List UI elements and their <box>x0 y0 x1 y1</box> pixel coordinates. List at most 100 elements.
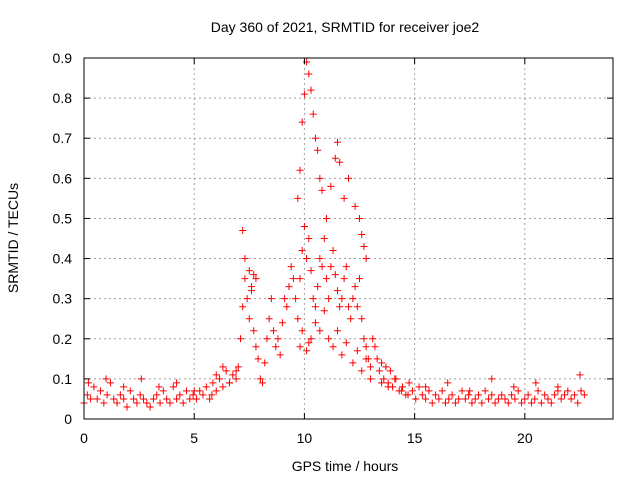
data-point <box>259 379 267 387</box>
data-point <box>325 335 333 343</box>
data-point <box>491 399 499 407</box>
data-point <box>307 267 315 275</box>
data-point <box>468 399 476 407</box>
data-point <box>229 371 237 379</box>
data-point <box>311 303 319 311</box>
data-point <box>287 263 295 271</box>
data-point <box>318 186 326 194</box>
data-point <box>289 275 297 283</box>
y-tick-label: 0.4 <box>53 251 73 267</box>
data-point <box>305 70 313 78</box>
data-point <box>113 399 121 407</box>
data-point <box>384 383 392 391</box>
data-point <box>349 295 357 303</box>
data-point <box>567 395 575 403</box>
data-point <box>314 146 322 154</box>
data-point <box>428 399 436 407</box>
data-point <box>331 271 339 279</box>
data-point <box>208 391 216 399</box>
data-point <box>508 391 516 399</box>
data-point <box>212 387 220 395</box>
data-point <box>265 315 273 323</box>
data-point <box>222 367 230 375</box>
data-point <box>309 295 317 303</box>
data-point <box>225 379 233 387</box>
data-point <box>307 86 315 94</box>
data-point <box>298 118 306 126</box>
y-tick-label: 0.6 <box>53 170 73 186</box>
data-point <box>547 399 555 407</box>
data-point <box>435 395 443 403</box>
data-point <box>527 399 535 407</box>
y-tick-label: 0.9 <box>53 50 73 66</box>
data-point <box>136 391 144 399</box>
data-point <box>336 303 344 311</box>
data-point <box>544 395 552 403</box>
data-point <box>378 359 386 367</box>
data-point <box>278 319 286 327</box>
data-point <box>252 343 260 351</box>
data-point <box>250 271 258 279</box>
data-point <box>580 391 588 399</box>
data-point <box>123 403 131 411</box>
data-point <box>534 387 542 395</box>
data-point <box>340 194 348 202</box>
data-point <box>239 303 247 311</box>
data-point <box>116 391 124 399</box>
data-point <box>189 391 197 399</box>
data-point <box>219 363 227 371</box>
data-point <box>488 391 496 399</box>
x-tick-label: 0 <box>80 430 88 446</box>
data-point <box>458 387 466 395</box>
data-point <box>331 154 339 162</box>
data-point <box>351 202 359 210</box>
data-point <box>451 399 459 407</box>
data-point <box>267 295 275 303</box>
data-point <box>232 375 240 383</box>
data-point <box>318 263 326 271</box>
data-point <box>576 371 584 379</box>
data-point <box>362 343 370 351</box>
y-tick-label: 0.2 <box>53 331 73 347</box>
data-point <box>281 295 289 303</box>
data-point <box>179 399 187 407</box>
data-point <box>342 339 350 347</box>
data-point <box>190 387 198 395</box>
data-point <box>333 327 341 335</box>
data-point <box>241 255 249 263</box>
data-point <box>110 395 118 403</box>
data-point <box>202 383 210 391</box>
data-point <box>345 174 352 182</box>
x-axis-title: GPS time / hours <box>292 458 399 474</box>
data-point <box>156 399 164 407</box>
data-point <box>358 367 366 375</box>
data-point <box>577 387 585 395</box>
data-point <box>356 214 364 222</box>
data-point <box>504 399 512 407</box>
data-point <box>245 267 253 275</box>
data-point <box>274 335 282 343</box>
data-point <box>84 379 92 387</box>
data-point <box>380 375 388 383</box>
data-point <box>243 295 251 303</box>
data-point <box>367 363 375 371</box>
data-point <box>126 387 134 395</box>
data-point <box>270 327 278 335</box>
data-point <box>484 395 492 403</box>
y-tick-label: 0.7 <box>53 130 73 146</box>
data-point <box>333 138 341 146</box>
data-point <box>340 275 348 283</box>
data-point <box>325 295 333 303</box>
data-point <box>283 303 291 311</box>
chart-title: Day 360 of 2021, SRMTID for receiver joe… <box>211 19 480 35</box>
data-point <box>425 387 433 395</box>
data-point <box>311 134 319 142</box>
data-point <box>245 315 253 323</box>
x-tick-label: 15 <box>407 430 423 446</box>
data-point <box>358 315 366 323</box>
data-point <box>143 399 151 407</box>
data-point <box>561 391 569 399</box>
data-point <box>461 395 469 403</box>
data-point <box>412 395 420 403</box>
data-point <box>494 395 502 403</box>
